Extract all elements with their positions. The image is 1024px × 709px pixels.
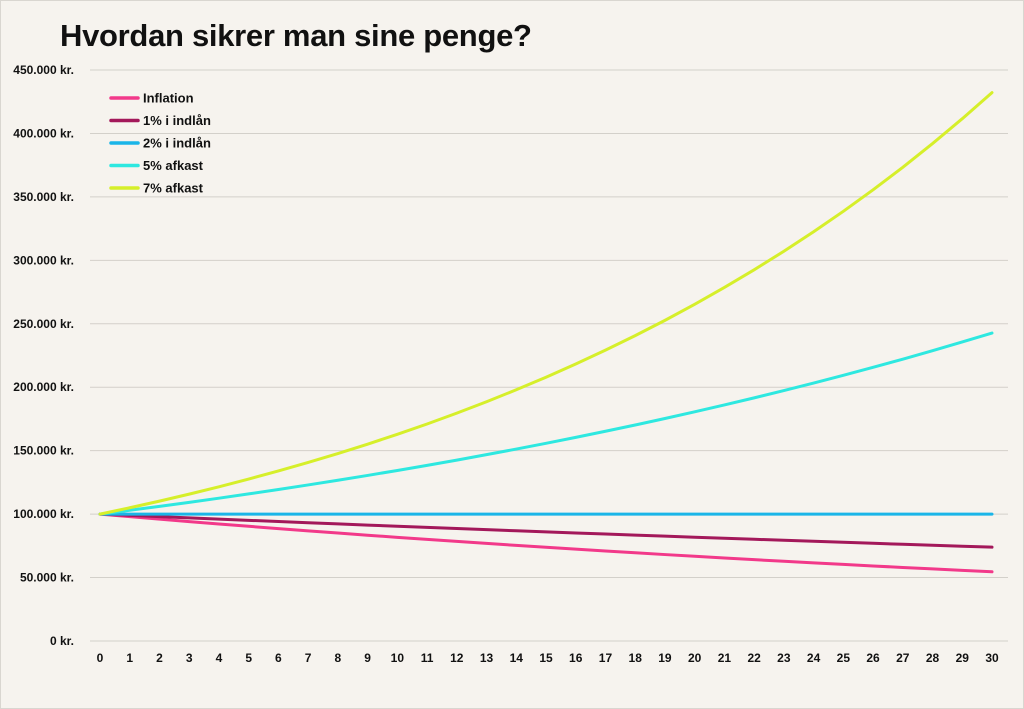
chart-title: Hvordan sikrer man sine penge? bbox=[60, 18, 532, 53]
x-tick-label: 29 bbox=[956, 651, 970, 665]
x-tick-label: 3 bbox=[186, 651, 193, 665]
x-tick-label: 21 bbox=[718, 651, 732, 665]
x-tick-label: 6 bbox=[275, 651, 282, 665]
y-tick-label: 250.000 kr. bbox=[13, 317, 74, 331]
y-tick-label: 50.000 kr. bbox=[20, 571, 74, 585]
y-tick-label: 150.000 kr. bbox=[13, 444, 74, 458]
y-tick-label: 400.000 kr. bbox=[13, 126, 74, 140]
legend-label: Inflation bbox=[143, 91, 194, 106]
x-tick-label: 26 bbox=[866, 651, 880, 665]
x-tick-label: 19 bbox=[658, 651, 672, 665]
legend-label: 1% i indlån bbox=[143, 113, 211, 128]
y-tick-label: 100.000 kr. bbox=[13, 507, 74, 521]
y-tick-label: 450.000 kr. bbox=[13, 63, 74, 77]
legend-label: 5% afkast bbox=[143, 158, 204, 173]
x-tick-label: 16 bbox=[569, 651, 583, 665]
x-tick-label: 23 bbox=[777, 651, 791, 665]
y-tick-label: 350.000 kr. bbox=[13, 190, 74, 204]
y-tick-label: 0 kr. bbox=[50, 634, 74, 648]
x-tick-label: 28 bbox=[926, 651, 940, 665]
x-tick-label: 14 bbox=[510, 651, 524, 665]
x-tick-label: 1 bbox=[126, 651, 133, 665]
x-tick-label: 22 bbox=[747, 651, 761, 665]
x-tick-label: 24 bbox=[807, 651, 821, 665]
x-tick-label: 30 bbox=[985, 651, 999, 665]
x-tick-label: 13 bbox=[480, 651, 494, 665]
x-tick-label: 11 bbox=[421, 651, 434, 665]
x-tick-label: 0 bbox=[97, 651, 104, 665]
x-tick-label: 9 bbox=[364, 651, 371, 665]
x-tick-label: 15 bbox=[539, 651, 553, 665]
x-tick-label: 7 bbox=[305, 651, 312, 665]
x-tick-label: 2 bbox=[156, 651, 163, 665]
x-tick-label: 5 bbox=[245, 651, 252, 665]
y-tick-label: 300.000 kr. bbox=[13, 253, 74, 267]
series-line bbox=[98, 91, 994, 516]
series-line bbox=[98, 512, 994, 574]
x-tick-label: 25 bbox=[837, 651, 851, 665]
series-line bbox=[98, 512, 994, 549]
x-tick-label: 8 bbox=[335, 651, 342, 665]
legend-label: 2% i indlån bbox=[143, 136, 211, 151]
x-tick-label: 12 bbox=[450, 651, 464, 665]
y-tick-label: 200.000 kr. bbox=[13, 380, 74, 394]
legend-label: 7% afkast bbox=[143, 181, 204, 196]
x-tick-label: 10 bbox=[391, 651, 405, 665]
x-tick-label: 4 bbox=[216, 651, 223, 665]
x-tick-label: 17 bbox=[599, 651, 613, 665]
x-tick-label: 18 bbox=[629, 651, 643, 665]
series-line bbox=[98, 331, 994, 516]
x-tick-label: 20 bbox=[688, 651, 702, 665]
x-tick-label: 27 bbox=[896, 651, 910, 665]
